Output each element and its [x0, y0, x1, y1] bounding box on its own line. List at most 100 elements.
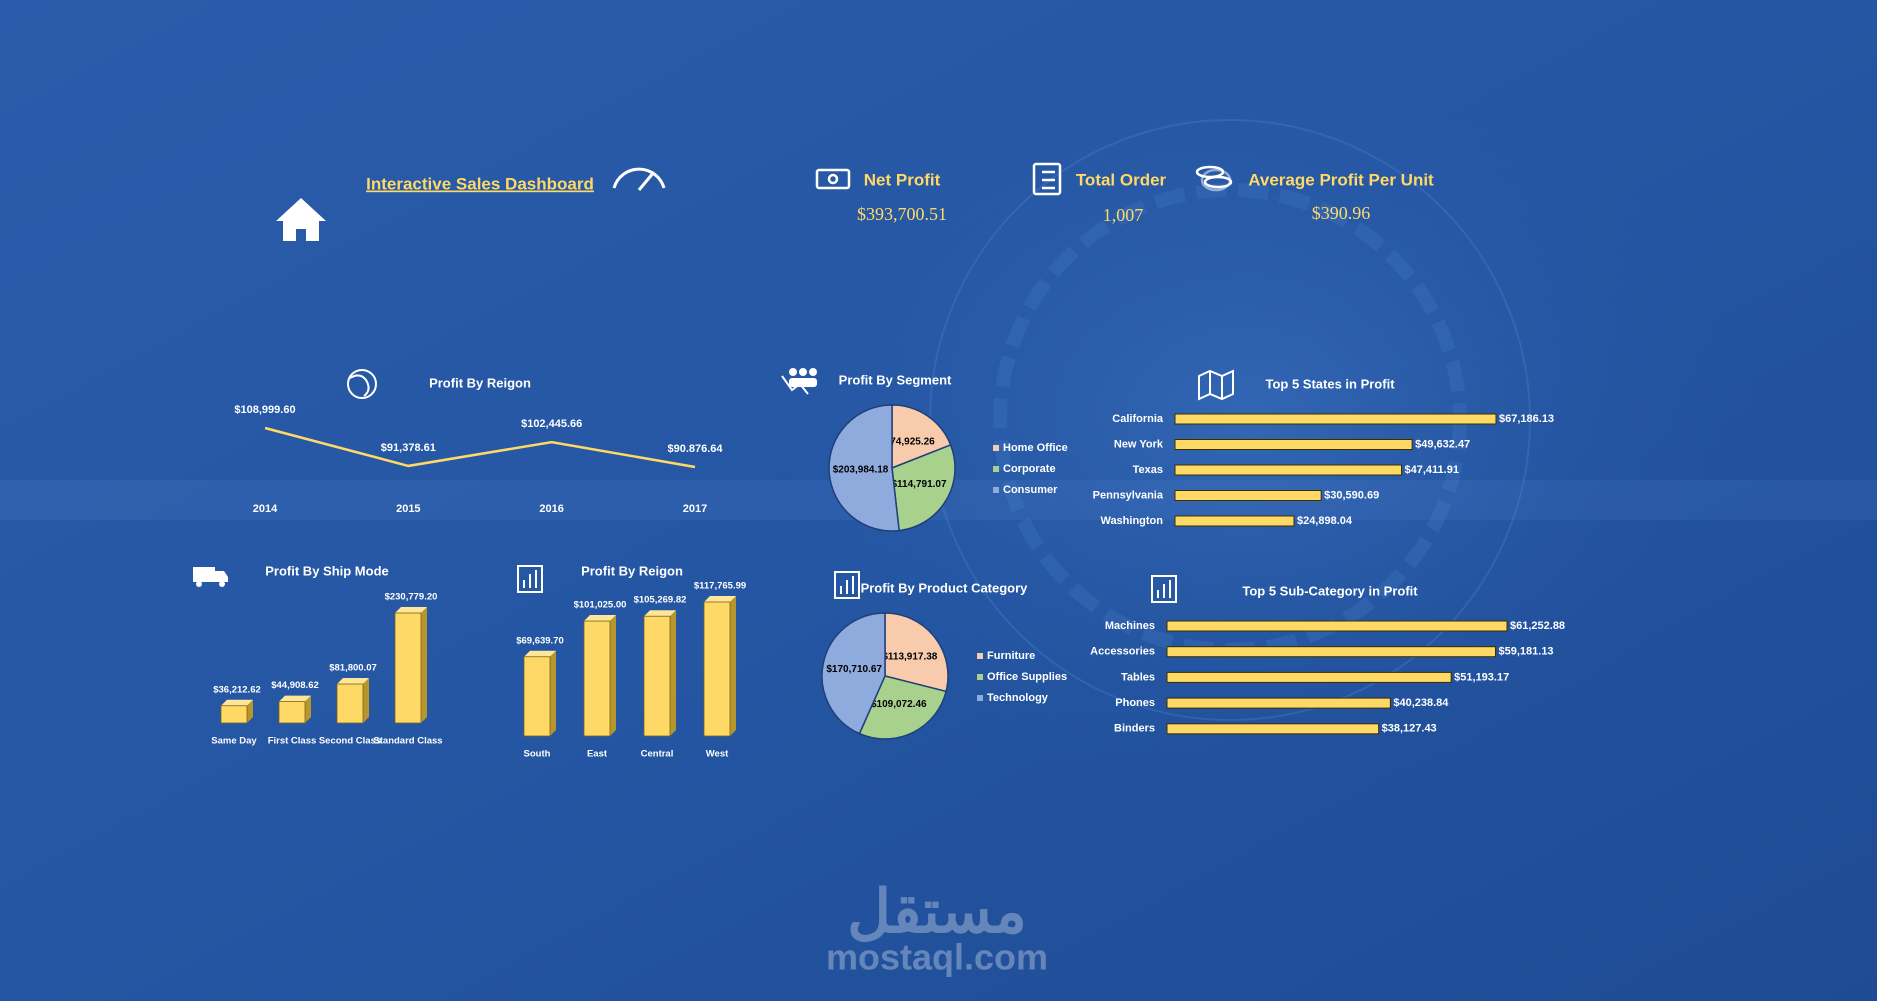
bar — [1166, 646, 1497, 658]
x-tick-label: Central — [641, 749, 674, 760]
data-label: $30,590.69 — [1324, 489, 1379, 501]
checklist-icon — [1032, 162, 1062, 196]
legend-label: Furniture — [987, 650, 1035, 662]
legend-swatch — [977, 674, 983, 680]
bar-side — [363, 678, 369, 723]
data-label: $170,710.67 — [826, 664, 882, 675]
chart-icon — [517, 565, 543, 593]
bar-top — [644, 610, 676, 617]
data-label: $81,800.07 — [329, 663, 377, 674]
kpi-label: Average Profit Per Unit — [1248, 170, 1434, 189]
kpi-label: Net Profit — [864, 170, 941, 189]
y-tick-label: Washington — [1100, 515, 1163, 527]
x-tick-label: Same Day — [211, 736, 257, 747]
data-label: $49,632.47 — [1415, 438, 1470, 450]
y-tick-label: Tables — [1121, 671, 1155, 683]
data-label: $203,984.18 — [833, 464, 889, 475]
chart-title: Profit By Reigon — [581, 563, 683, 578]
bar-side — [421, 607, 427, 723]
chart-title: Profit By Segment — [839, 372, 952, 387]
chart-icon — [834, 571, 860, 599]
data-label: $69,639.70 — [516, 635, 564, 646]
data-label: $91,378.61 — [381, 442, 436, 454]
bar-top — [395, 607, 427, 613]
pie-slice — [858, 675, 947, 740]
data-label: $101,025.00 — [574, 600, 627, 611]
pie-slice — [891, 404, 952, 470]
bar — [643, 615, 671, 737]
y-tick-label: Binders — [1114, 723, 1155, 735]
x-tick-label: West — [706, 749, 729, 760]
pie-slice — [891, 443, 956, 532]
bar — [1174, 439, 1413, 450]
legend-label: Consumer — [1003, 484, 1058, 496]
data-label: $36,212.62 — [213, 684, 261, 695]
bar — [1174, 490, 1322, 501]
kpi-label: Total Order — [1076, 170, 1167, 189]
bar-side — [247, 699, 253, 723]
bar — [703, 601, 731, 737]
legend-label: Corporate — [1003, 463, 1056, 475]
pie-slice — [821, 612, 886, 735]
bar-top — [524, 650, 556, 657]
kpi-value: $390.96 — [1312, 203, 1371, 223]
x-tick-label: 2015 — [396, 503, 420, 515]
bar-top — [704, 596, 736, 602]
bar — [394, 612, 422, 724]
y-tick-label: California — [1112, 413, 1164, 425]
legend-label: Office Supplies — [987, 671, 1067, 683]
bar-side — [550, 650, 556, 736]
bar-side — [730, 596, 736, 736]
chart-title: Top 5 Sub-Category in Profit — [1242, 583, 1418, 598]
x-tick-label: 2016 — [539, 503, 563, 515]
x-tick-label: South — [524, 749, 551, 760]
y-tick-label: Phones — [1115, 697, 1155, 709]
bar — [1166, 671, 1452, 683]
bar-side — [610, 615, 616, 736]
x-tick-label: 2017 — [683, 503, 707, 515]
legend-label: Technology — [987, 692, 1049, 704]
y-tick-label: New York — [1114, 438, 1164, 450]
data-label: $105,269.82 — [634, 595, 687, 606]
bar-side — [305, 695, 311, 723]
legend-swatch — [993, 466, 999, 472]
line — [264, 426, 696, 469]
data-label: $51,193.17 — [1454, 671, 1509, 683]
speedometer-icon — [612, 167, 666, 191]
data-label: $24,898.04 — [1297, 515, 1353, 527]
pie-slice — [884, 612, 949, 693]
globe-icon — [347, 369, 377, 399]
coins-icon — [1195, 165, 1233, 192]
y-tick-label: Texas — [1133, 464, 1163, 476]
data-label: $113,917.38 — [882, 651, 937, 662]
legend-label: Home Office — [1003, 442, 1068, 454]
data-label: $38,127.43 — [1382, 723, 1437, 735]
data-label: $109,072.46 — [871, 699, 927, 710]
y-tick-label: Machines — [1105, 620, 1155, 632]
bar — [1174, 413, 1497, 425]
home-icon — [276, 198, 326, 241]
data-label: $114,791.07 — [891, 479, 946, 490]
x-tick-label: East — [587, 749, 608, 760]
data-label: $44,908.62 — [271, 680, 319, 691]
bar-top — [337, 678, 369, 685]
bar — [523, 656, 551, 737]
data-label: $59,181.13 — [1499, 646, 1554, 658]
chart-title: Profit By Ship Mode — [265, 563, 389, 578]
data-label: $74,925.26 — [885, 437, 935, 448]
data-label: $117,765.99 — [694, 581, 746, 592]
dashboard-title[interactable]: Interactive Sales Dashboard — [366, 174, 594, 193]
legend-swatch — [993, 445, 999, 451]
data-label: $102,445.66 — [521, 418, 582, 430]
chart-title: Profit By Product Category — [861, 580, 1029, 595]
y-tick-label: Accessories — [1090, 646, 1155, 658]
kpi-value: 1,007 — [1103, 205, 1144, 225]
data-label: $61,252.88 — [1510, 620, 1565, 632]
bar-top — [221, 699, 253, 706]
y-tick-label: Pennsylvania — [1093, 489, 1164, 501]
legend-swatch — [977, 653, 983, 659]
bar-top — [584, 615, 616, 622]
legend-swatch — [977, 695, 983, 701]
